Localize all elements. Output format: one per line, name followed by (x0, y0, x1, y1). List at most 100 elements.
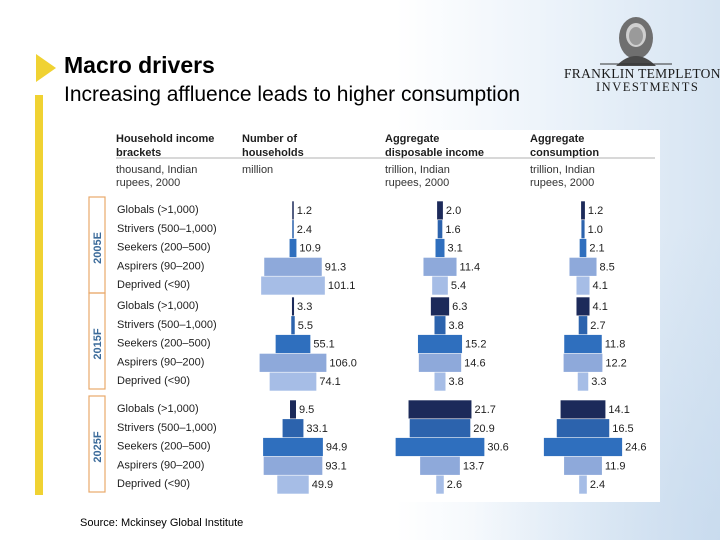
data-label: 1.2 (297, 205, 312, 217)
data-label: 91.3 (325, 261, 346, 273)
data-label: 33.1 (306, 423, 327, 435)
bar (434, 372, 446, 391)
logo-subtext: INVESTMENTS (596, 80, 700, 94)
data-label: 10.9 (299, 243, 320, 255)
bar (576, 276, 590, 295)
column-unit: rupees, 2000 (116, 177, 180, 189)
data-label: 4.1 (593, 280, 608, 292)
group-label: 2015F (92, 328, 104, 359)
data-label: 15.2 (465, 339, 486, 351)
data-label: 11.4 (460, 261, 481, 273)
data-label: 13.7 (463, 460, 484, 472)
arrow-bullet-icon (36, 54, 56, 82)
category-label: Deprived (<90) (117, 279, 190, 291)
bar (282, 419, 304, 438)
column-header: Household income (116, 133, 214, 145)
data-label: 2.0 (446, 205, 461, 217)
bar (292, 201, 294, 220)
bar (432, 276, 448, 295)
data-label: 5.4 (451, 280, 466, 292)
data-label: 11.9 (605, 460, 626, 472)
data-label: 2.4 (590, 479, 605, 491)
bar (560, 400, 606, 419)
bar (423, 257, 457, 276)
data-label: 8.5 (600, 261, 615, 273)
data-label: 49.9 (312, 479, 333, 491)
category-label: Strivers (500–1,000) (117, 422, 217, 434)
data-label: 24.6 (625, 442, 646, 454)
bar (408, 400, 472, 419)
bar (259, 353, 327, 372)
chart-panel: Household income brackets thousand, Indian… (80, 130, 660, 502)
category-label: Deprived (<90) (117, 375, 190, 387)
bar (261, 276, 325, 295)
group-label: 2025F (92, 431, 104, 462)
portrait-icon (600, 17, 672, 66)
category-label: Seekers (200–500) (117, 441, 211, 453)
bar (409, 419, 471, 438)
bar (430, 297, 450, 316)
data-label: 1.6 (445, 224, 460, 236)
bar (417, 334, 463, 354)
bar (437, 201, 443, 220)
column-unit: trillion, Indian (385, 164, 450, 176)
data-label: 6.3 (452, 301, 467, 313)
bar (434, 316, 446, 335)
data-label: 11.8 (605, 339, 626, 351)
data-label: 16.5 (612, 423, 633, 435)
group-bracket (88, 292, 106, 390)
data-label: 106.0 (329, 357, 357, 369)
data-label: 2.1 (589, 243, 604, 255)
bar (264, 257, 322, 276)
bar (263, 437, 323, 457)
data-label: 30.6 (487, 442, 508, 454)
category-label: Globals (>1,000) (117, 300, 199, 312)
data-label: 2.7 (590, 320, 605, 332)
column-unit: million (242, 164, 273, 176)
column-unit: rupees, 2000 (385, 177, 449, 189)
column-unit: trillion, Indian (530, 164, 595, 176)
bar (263, 456, 323, 475)
bar (418, 353, 462, 372)
column-header: consumption (530, 147, 599, 159)
bar (579, 238, 587, 258)
bar (564, 334, 602, 354)
bar (420, 456, 460, 475)
category-label: Strivers (500–1,000) (117, 319, 217, 331)
bar (291, 316, 295, 335)
bar (556, 419, 610, 438)
bar (437, 220, 443, 239)
category-label: Globals (>1,000) (117, 204, 199, 216)
data-label: 3.3 (297, 301, 312, 313)
category-label: Deprived (<90) (117, 478, 190, 490)
data-label: 20.9 (473, 423, 494, 435)
bar (576, 297, 590, 316)
column-header: Number of (242, 133, 297, 145)
data-label: 1.0 (588, 224, 603, 236)
bar (577, 372, 589, 391)
data-label: 55.1 (313, 339, 334, 351)
category-label: Strivers (500–1,000) (117, 223, 217, 235)
category-label: Aspirers (90–200) (117, 356, 204, 368)
data-label: 3.8 (449, 320, 464, 332)
column-unit: rupees, 2000 (530, 177, 594, 189)
data-label: 4.1 (593, 301, 608, 313)
data-label: 2.4 (297, 224, 312, 236)
bar (581, 201, 585, 220)
bar (435, 238, 445, 258)
data-label: 12.2 (605, 357, 626, 369)
column-header: households (242, 147, 304, 159)
data-label: 14.6 (464, 357, 485, 369)
bar (436, 475, 444, 494)
category-label: Aspirers (90–200) (117, 459, 204, 471)
data-label: 14.1 (608, 404, 629, 416)
data-label: 94.9 (326, 442, 347, 454)
category-label: Aspirers (90–200) (117, 260, 204, 272)
data-label: 3.1 (447, 243, 462, 255)
category-label: Seekers (200–500) (117, 338, 211, 350)
bar (290, 400, 296, 419)
group-label: 2005E (92, 232, 104, 264)
bar (578, 316, 588, 335)
slide-subtitle: Increasing affluence leads to higher con… (64, 83, 521, 106)
bar (564, 456, 602, 475)
